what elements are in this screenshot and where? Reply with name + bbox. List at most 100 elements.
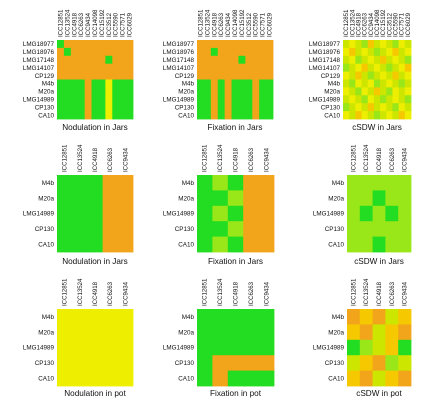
- heatmap-cell: [252, 103, 260, 112]
- heatmap-cell: [347, 324, 361, 341]
- heatmap-cell: [227, 205, 244, 222]
- heatmap-cell: [361, 55, 369, 65]
- heatmap-cell: [258, 190, 275, 207]
- heatmap-cell: [119, 47, 127, 57]
- heatmap-cell: [70, 79, 79, 88]
- heatmap-cell: [126, 40, 134, 49]
- heatmap-cell: [404, 111, 412, 120]
- heatmap-cell: [266, 79, 274, 88]
- heatmap-cell: [117, 236, 134, 253]
- heatmap-cell: [212, 355, 229, 371]
- heatmap-cell: [117, 175, 134, 191]
- heatmap-cell: [359, 309, 373, 325]
- heatmap-cell: [372, 190, 386, 207]
- heatmap-title: Fixation in Jars: [207, 123, 262, 132]
- heatmap-cell: [243, 355, 259, 371]
- heatmap-cell: [372, 339, 386, 356]
- heatmap-cell: [212, 370, 229, 387]
- column-label: ICC6263: [218, 12, 225, 37]
- heatmap-cell: [359, 205, 373, 222]
- column-label: ICC13524: [77, 278, 84, 306]
- row-label: CP130: [325, 360, 345, 367]
- heatmap-cell: [231, 63, 239, 72]
- heatmap-cell: [386, 79, 393, 88]
- heatmap-title: Nodulation in Jars: [62, 123, 128, 132]
- heatmap-cell: [259, 103, 267, 112]
- column-label: ICC12851: [57, 9, 64, 37]
- heatmap-cell: [197, 71, 205, 80]
- column-label: ICC15192: [380, 9, 387, 37]
- heatmap-cell: [266, 103, 274, 112]
- heatmap-cell: [197, 103, 205, 112]
- heatmap-cell: [349, 47, 356, 57]
- heatmap-cell: [98, 40, 106, 49]
- heatmap-cell: [347, 221, 361, 237]
- heatmap-cell: [72, 324, 88, 341]
- heatmap-cell: [217, 79, 226, 88]
- heatmap-cell: [373, 95, 381, 104]
- heatmap-cell: [84, 111, 92, 120]
- heatmap-cell: [98, 79, 106, 88]
- heatmap-cell: [266, 55, 274, 65]
- heatmap-title: Fixation in pot: [210, 389, 262, 398]
- heatmap-cell: [63, 55, 72, 65]
- heatmap-cell: [217, 111, 226, 120]
- heatmap-cell: [72, 370, 88, 387]
- heatmap-cell: [392, 95, 400, 104]
- column-label: ICC13524: [349, 9, 356, 37]
- heatmap-cell: [359, 190, 373, 207]
- heatmap-cell: [126, 111, 134, 120]
- heatmap-cell: [105, 95, 113, 104]
- column-label: ICC4918: [355, 12, 362, 37]
- row-label: LMG14989: [23, 345, 55, 352]
- heatmap-cell: [119, 71, 127, 80]
- heatmap-cell: [252, 47, 260, 57]
- heatmap-cell: [105, 47, 113, 57]
- heatmap-cell: [386, 111, 393, 120]
- heatmap-cell: [266, 71, 274, 80]
- heatmap-title: Fixation in Jars: [208, 257, 263, 266]
- column-label: ICC12851: [350, 144, 357, 172]
- heatmap-cell: [343, 71, 350, 80]
- column-label: ICC15192: [99, 9, 106, 37]
- heatmap-cell: [212, 221, 229, 237]
- heatmap-cell: [355, 79, 362, 88]
- row-label: CP130: [321, 104, 341, 111]
- heatmap-csdw-pot: M4b M20a LMG14989 CP130 CA10 ICC12851 ICC13524…: [313, 278, 412, 398]
- row-label: CP130: [175, 226, 195, 233]
- row-label: CA10: [38, 376, 54, 383]
- row-label: LMG14989: [23, 96, 55, 103]
- heatmap-cell: [258, 175, 275, 191]
- heatmap-cell: [372, 370, 386, 387]
- column-label: ICC7571: [120, 12, 127, 37]
- row-label: CP130: [35, 226, 55, 233]
- heatmap-cell: [197, 190, 213, 207]
- column-label: ICC13524: [217, 278, 224, 306]
- column-label: ICC6263: [248, 147, 255, 172]
- heatmap-cell: [91, 111, 99, 120]
- heatmap-cell: [398, 95, 406, 104]
- heatmap-cell: [98, 103, 106, 112]
- heatmap-cell: [266, 47, 274, 57]
- column-label: ICC9434: [225, 12, 232, 37]
- heatmap-cell: [87, 355, 103, 371]
- heatmap-cell: [347, 309, 361, 325]
- row-label: LMG14989: [163, 345, 195, 352]
- column-label: ICC4918: [376, 281, 383, 306]
- heatmap-cell: [355, 40, 362, 49]
- heatmap-cell: [197, 111, 205, 120]
- heatmap-cell: [77, 103, 86, 112]
- heatmap-cell: [212, 309, 229, 325]
- heatmap-cell: [112, 79, 120, 88]
- heatmap-cell: [359, 324, 373, 341]
- heatmap-cell: [217, 103, 226, 112]
- heatmap-cell: [57, 63, 65, 72]
- heatmap-cell: [259, 71, 267, 80]
- column-label: ICC6263: [248, 281, 255, 306]
- heatmap-cell: [404, 71, 412, 80]
- column-label: ICC4918: [92, 281, 99, 306]
- heatmap-cell: [84, 79, 92, 88]
- heatmap-cell: [102, 324, 119, 341]
- heatmap-cell: [347, 355, 361, 371]
- column-label: ICC6263: [107, 281, 114, 306]
